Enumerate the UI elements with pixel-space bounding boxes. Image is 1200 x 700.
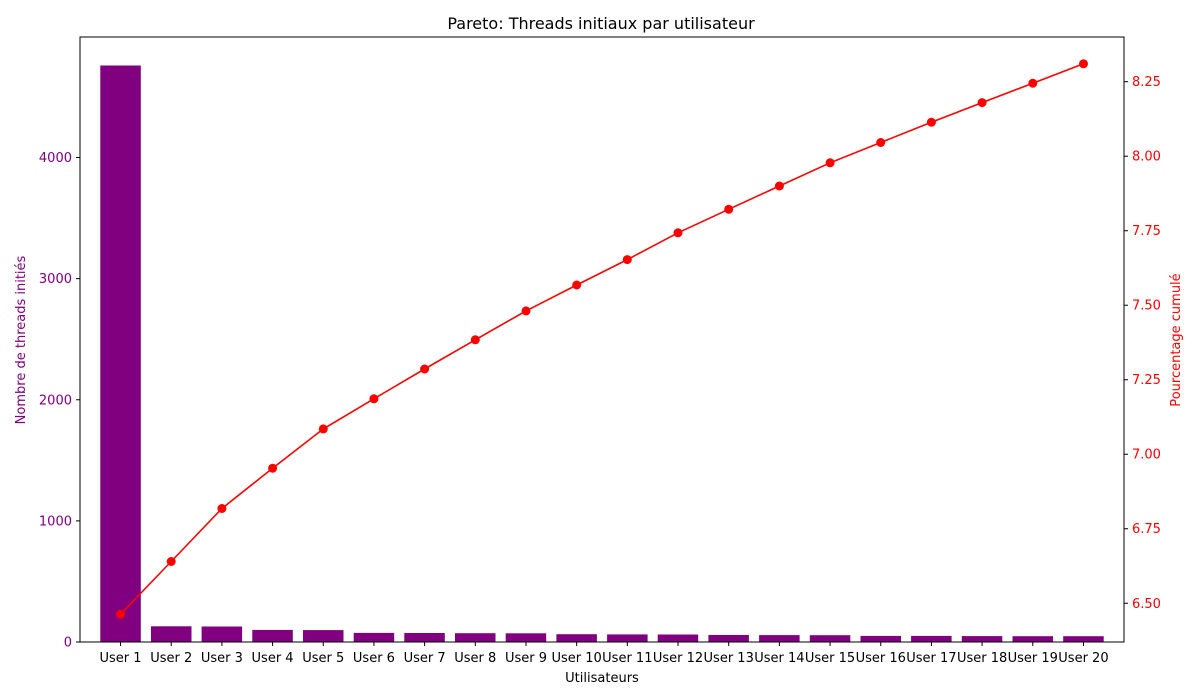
x-tick-label: User 2	[150, 651, 192, 666]
bar	[1012, 636, 1053, 642]
x-tick-label: User 8	[454, 651, 496, 666]
cumulative-point	[166, 557, 176, 566]
x-tick-label: User 7	[404, 651, 446, 666]
x-tick-label: User 19	[1008, 651, 1058, 666]
x-tick-label: User 3	[201, 651, 243, 666]
x-tick-label: User 1	[100, 651, 142, 666]
x-tick-label: User 10	[552, 651, 602, 666]
y-right-tick-label: 7.25	[1132, 373, 1161, 388]
bar	[911, 635, 952, 642]
bar	[455, 633, 496, 642]
cumulative-point	[217, 504, 227, 513]
y-right-tick-label: 6.75	[1132, 522, 1161, 537]
y-left-tick-label: 3000	[39, 272, 72, 287]
bar	[607, 634, 648, 642]
x-tick-label: User 11	[602, 651, 652, 666]
bar	[556, 634, 597, 642]
y-axis-left-label: Nombre de threads initiés	[14, 255, 29, 424]
cumulative-point	[116, 609, 125, 619]
cumulative-point	[977, 98, 987, 108]
cumulative-point	[1028, 78, 1038, 88]
bars-layer	[100, 65, 1104, 642]
y-right-tick-label: 8.25	[1132, 75, 1161, 90]
x-tick-label: User 4	[252, 651, 294, 666]
cumulative-line	[119, 63, 1084, 615]
y-left-tick-label: 1000	[39, 514, 72, 529]
x-tick-label: User 13	[704, 651, 754, 666]
bar	[860, 635, 901, 642]
y-axis-left: 0 1000 2000 3000 4000	[39, 151, 80, 651]
y-axis-right: 6.50 6.75 7.00 7.25 7.50 7.75 8.00 8.25	[1124, 75, 1161, 612]
cumulative-point	[420, 364, 430, 374]
y-left-tick-label: 0	[64, 636, 72, 651]
cumulative-point	[724, 204, 734, 214]
y-right-tick-label: 6.50	[1132, 597, 1161, 612]
bar	[303, 630, 344, 642]
x-tick-label: User 16	[856, 651, 906, 666]
cumulative-point	[926, 117, 936, 127]
bar	[404, 633, 445, 642]
y-right-tick-label: 7.00	[1132, 448, 1161, 463]
y-left-tick-label: 4000	[39, 151, 72, 166]
y-right-tick-label: 8.00	[1132, 150, 1161, 165]
x-axis-label: Utilisateurs	[565, 671, 639, 686]
cumulative-point	[318, 424, 328, 434]
bar	[1063, 636, 1104, 642]
cumulative-point	[470, 335, 480, 345]
bar	[151, 626, 192, 642]
x-tick-label: User 17	[906, 651, 956, 666]
cumulative-line-layer	[116, 59, 1088, 619]
x-tick-label: User 12	[653, 651, 703, 666]
cumulative-point	[1079, 59, 1088, 69]
cumulative-point	[876, 138, 886, 147]
x-axis: User 1 User 2 User 3 User 4 User 5 User 6 User…	[100, 642, 1109, 666]
bar	[353, 632, 395, 642]
y-right-tick-label: 7.50	[1132, 299, 1161, 314]
y-axis-right-label: Pourcentage cumulé	[1169, 273, 1184, 406]
x-tick-label: User 9	[505, 651, 547, 666]
cumulative-point	[268, 463, 278, 473]
x-tick-label: User 18	[957, 651, 1007, 666]
y-right-tick-label: 7.75	[1132, 224, 1161, 239]
bar	[505, 633, 547, 642]
chart-title: Pareto: Threads initiaux par utilisateur	[447, 14, 755, 33]
cumulative-point	[572, 280, 582, 290]
cumulative-point	[369, 394, 379, 404]
bar	[809, 635, 851, 642]
cumulative-point	[774, 181, 784, 191]
bar	[759, 635, 800, 642]
bar	[657, 634, 699, 642]
bar	[708, 635, 749, 642]
x-tick-label: User 15	[805, 651, 855, 666]
cumulative-point	[825, 158, 835, 168]
bar	[201, 626, 243, 642]
x-tick-label: User 20	[1058, 651, 1108, 666]
y-left-tick-label: 2000	[39, 393, 72, 408]
x-tick-label: User 5	[302, 651, 344, 666]
cumulative-point	[673, 228, 683, 238]
plot-frame	[79, 36, 1125, 643]
cumulative-point	[521, 306, 531, 316]
x-tick-label: User 14	[754, 651, 804, 666]
bar	[252, 629, 293, 642]
cumulative-point	[622, 255, 632, 265]
x-tick-label: User 6	[353, 651, 395, 666]
bar	[961, 636, 1003, 642]
bar	[100, 65, 141, 642]
